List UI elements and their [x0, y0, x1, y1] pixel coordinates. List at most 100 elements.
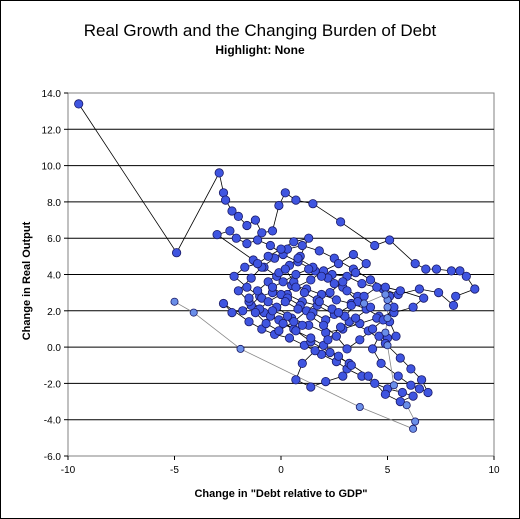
data-point [242, 239, 252, 249]
y-tick-label: 8.0 [47, 198, 61, 209]
data-point [218, 298, 229, 309]
data-point [253, 235, 263, 245]
chart-subtitle: Highlight: None [215, 43, 305, 57]
data-point [333, 258, 344, 269]
data-point [331, 331, 341, 341]
data-point [448, 300, 459, 310]
data-point [308, 199, 318, 209]
data-point [276, 244, 286, 254]
data-point [409, 424, 418, 433]
data-point [238, 306, 248, 316]
data-point [329, 278, 339, 289]
data-point [376, 358, 386, 368]
data-point [278, 318, 288, 329]
data-point [250, 215, 260, 225]
data-point [291, 269, 301, 280]
data-point [346, 360, 356, 370]
data-point [395, 286, 405, 296]
data-point [370, 378, 380, 388]
data-point [410, 258, 420, 269]
data-point [274, 200, 284, 211]
data-point [263, 297, 273, 307]
data-point [325, 347, 335, 358]
data-point [246, 273, 256, 283]
data-point [242, 282, 252, 292]
data-point [414, 284, 424, 294]
y-tick-label: 4.0 [47, 271, 61, 282]
data-point [289, 237, 299, 247]
data-point [212, 230, 222, 240]
data-point [225, 226, 235, 236]
data-point [391, 331, 401, 341]
data-point [446, 266, 456, 276]
data-point [381, 328, 390, 337]
data-point [419, 293, 429, 303]
data-point [402, 401, 411, 410]
y-tick-label: 2.0 [47, 307, 61, 318]
data-point [359, 291, 369, 301]
data-point [389, 381, 398, 390]
data-point [291, 375, 301, 385]
data-point [289, 317, 299, 327]
data-point [367, 344, 378, 354]
data-point [306, 382, 316, 392]
y-tick-label: 10.0 [42, 162, 62, 173]
data-point [342, 344, 352, 354]
data-point [280, 264, 290, 274]
data-point [338, 371, 348, 381]
data-point [304, 264, 314, 274]
data-point [381, 290, 390, 299]
data-point [393, 371, 403, 381]
data-point [244, 293, 254, 303]
data-point [233, 286, 243, 296]
data-point [333, 351, 344, 361]
data-point [406, 364, 416, 374]
data-point [333, 307, 344, 318]
data-point [461, 271, 471, 281]
data-point [297, 320, 307, 330]
data-point [323, 335, 333, 345]
data-point [229, 271, 239, 281]
data-point [335, 322, 346, 332]
data-point [383, 341, 392, 350]
data-point [455, 266, 465, 276]
data-point [318, 320, 329, 330]
data-point [231, 233, 241, 243]
data-point [431, 264, 442, 274]
data-point [406, 380, 416, 390]
data-point [395, 353, 405, 363]
data-point [267, 226, 278, 236]
x-tick-label: 10 [488, 465, 500, 476]
data-point [214, 168, 224, 178]
data-point [433, 287, 444, 298]
y-tick-label: -6.0 [44, 452, 62, 463]
data-point [335, 217, 346, 227]
data-point [250, 307, 260, 318]
data-point [291, 195, 301, 205]
data-point [423, 387, 433, 398]
data-point [297, 358, 307, 368]
data-point [331, 295, 341, 305]
data-point [233, 211, 243, 221]
x-tick-label: -10 [61, 465, 76, 476]
data-point [384, 235, 395, 245]
data-point [274, 326, 284, 336]
data-point [221, 195, 231, 205]
data-point [348, 249, 358, 260]
data-point [74, 99, 84, 109]
data-point [397, 387, 407, 398]
data-point [265, 240, 275, 251]
data-point [365, 302, 376, 312]
data-point [299, 287, 309, 298]
data-point [280, 188, 290, 198]
data-point [380, 282, 390, 292]
data-point [257, 228, 267, 238]
data-point [267, 306, 278, 316]
data-point [372, 282, 382, 292]
data-point [261, 318, 271, 329]
data-point [236, 344, 245, 353]
data-point [316, 271, 327, 281]
data-point [282, 311, 292, 321]
